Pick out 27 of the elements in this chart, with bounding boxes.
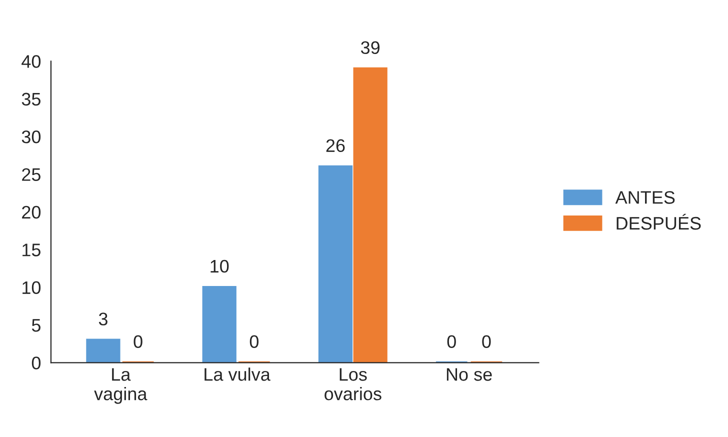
y-tick-label: 30 bbox=[22, 130, 41, 144]
data-label: 3 bbox=[98, 312, 108, 326]
y-tick-label: 0 bbox=[32, 356, 41, 370]
legend-label: ANTES bbox=[615, 191, 675, 204]
data-label: 39 bbox=[360, 41, 380, 54]
y-tick-label: 35 bbox=[22, 92, 40, 106]
y-tick-label: 10 bbox=[22, 281, 41, 294]
y-tick-label: 25 bbox=[22, 168, 40, 181]
x-tick-label: Los ovarios bbox=[324, 368, 382, 400]
y-tick-label: 40 bbox=[22, 55, 41, 68]
data-label: 10 bbox=[210, 260, 229, 273]
x-tick-label: La vagina bbox=[94, 368, 148, 404]
bar bbox=[353, 67, 388, 363]
data-label: 0 bbox=[447, 335, 456, 348]
y-tick-label: 15 bbox=[22, 244, 40, 256]
x-tick-label: No se bbox=[446, 368, 492, 381]
y-tick-label: 20 bbox=[22, 206, 41, 219]
y-tick-label: 5 bbox=[32, 319, 40, 332]
bar bbox=[202, 286, 236, 363]
bar bbox=[318, 165, 353, 363]
data-label: 26 bbox=[326, 139, 345, 152]
data-label: 0 bbox=[134, 335, 142, 348]
data-label: 0 bbox=[482, 335, 491, 348]
bar bbox=[86, 338, 120, 363]
x-tick-label: La vulva bbox=[204, 368, 270, 381]
legend-label: DESPUÉS bbox=[616, 214, 701, 230]
data-label: 0 bbox=[250, 335, 259, 348]
